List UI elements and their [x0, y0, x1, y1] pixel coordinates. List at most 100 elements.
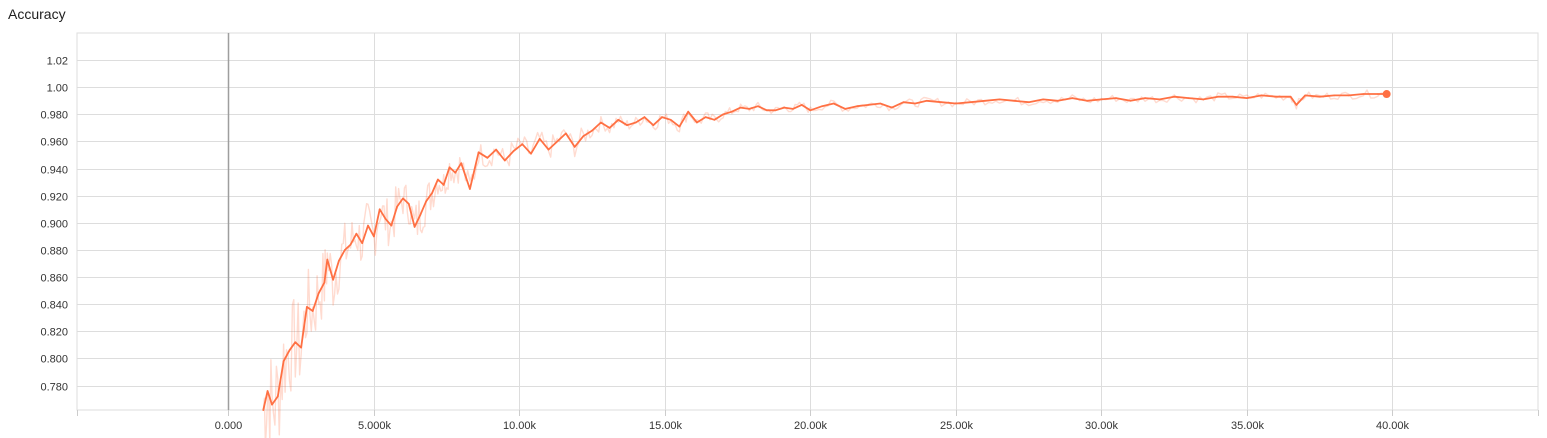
data-point — [573, 146, 576, 148]
data-point — [1260, 94, 1263, 97]
x-tick-label: 15.00k — [649, 420, 683, 432]
data-point — [419, 213, 422, 216]
data-point — [600, 121, 602, 124]
y-tick-label: 0.940 — [40, 165, 68, 177]
data-point — [454, 171, 457, 174]
data-point — [277, 395, 279, 398]
data-point — [1377, 93, 1379, 95]
x-tick-label: 40.00k — [1376, 420, 1410, 432]
data-point — [879, 102, 882, 105]
series-raw-line — [262, 89, 1388, 438]
data-point — [530, 152, 532, 155]
data-point — [504, 159, 506, 162]
y-tick-label: 0.860 — [40, 273, 68, 285]
x-tick-label: 35.00k — [1231, 420, 1265, 432]
data-point — [678, 125, 681, 128]
data-point — [1071, 97, 1074, 99]
data-point — [442, 184, 445, 186]
data-point — [1057, 100, 1059, 102]
data-point — [626, 124, 628, 126]
data-point — [783, 106, 785, 109]
data-point — [926, 100, 928, 102]
raw-line-layer — [262, 89, 1388, 438]
y-tick-label: 0.920 — [40, 192, 68, 204]
data-point — [652, 124, 655, 126]
data-point — [669, 119, 672, 121]
data-point — [774, 109, 777, 112]
data-point — [582, 135, 585, 137]
data-point — [338, 260, 340, 262]
series-layer — [262, 90, 1391, 411]
y-tick-label: 0.840 — [40, 300, 68, 312]
data-point — [306, 306, 308, 308]
y-tick-label: 0.780 — [40, 382, 68, 394]
y-tick-label: 0.960 — [40, 137, 68, 149]
data-point — [262, 409, 265, 411]
data-point — [323, 281, 326, 284]
data-point — [1362, 93, 1365, 95]
data-point — [661, 116, 663, 118]
data-point — [373, 235, 375, 238]
data-point — [998, 98, 1001, 101]
data-point — [1115, 97, 1117, 99]
data-point — [821, 105, 823, 107]
data-point — [495, 148, 497, 151]
y-tick-label: 1.00 — [47, 83, 68, 95]
x-tick-label: 5.000k — [358, 420, 392, 432]
data-point — [739, 106, 742, 109]
data-point — [288, 349, 291, 352]
data-point — [591, 129, 593, 132]
data-point — [891, 106, 893, 109]
data-point — [969, 101, 972, 103]
y-tick-label: 0.820 — [40, 327, 68, 339]
data-point — [1129, 100, 1132, 102]
y-tick-label: 0.900 — [40, 219, 68, 231]
data-point — [635, 121, 637, 124]
data-point — [731, 110, 733, 113]
data-point — [486, 157, 489, 159]
data-point — [1144, 97, 1146, 99]
data-point — [266, 390, 269, 392]
plot-frame — [76, 32, 1539, 411]
data-point — [367, 224, 369, 227]
data-point — [867, 104, 870, 106]
data-point — [402, 197, 404, 200]
data-point — [1289, 95, 1292, 98]
data-point — [696, 121, 698, 124]
data-point — [1158, 98, 1161, 101]
data-point — [1086, 100, 1088, 102]
data-point — [792, 108, 794, 110]
data-point — [396, 205, 398, 208]
y-tick-label: 0.800 — [40, 354, 68, 366]
data-point — [687, 110, 689, 113]
grid-layer — [76, 32, 1539, 411]
data-point — [332, 279, 334, 281]
data-point — [556, 140, 558, 143]
data-point — [469, 188, 471, 190]
data-point — [1275, 95, 1277, 98]
data-point — [1318, 95, 1321, 98]
data-point — [1348, 94, 1350, 97]
data-point — [809, 109, 812, 112]
data-point — [748, 108, 751, 110]
data-point — [565, 132, 567, 135]
y-tick-label: 1.02 — [47, 56, 68, 68]
data-point — [617, 119, 620, 121]
data-point — [856, 105, 858, 107]
x-tick-label: 20.00k — [794, 420, 828, 432]
data-point — [914, 102, 916, 105]
y-tick-label: 0.980 — [40, 110, 68, 122]
data-point — [1295, 104, 1298, 106]
data-point — [361, 242, 364, 244]
data-point — [1246, 97, 1248, 99]
data-point — [282, 360, 285, 363]
data-point — [521, 143, 524, 145]
data-point — [355, 232, 358, 235]
data-point — [384, 218, 387, 220]
data-point — [832, 102, 835, 105]
data-point — [1173, 95, 1175, 98]
data-point — [800, 104, 803, 106]
data-point — [460, 162, 463, 164]
data-point — [437, 178, 439, 181]
y-tick-label: 0.880 — [40, 246, 68, 258]
